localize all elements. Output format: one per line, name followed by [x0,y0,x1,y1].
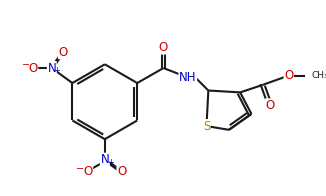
Text: −: − [22,60,30,70]
Text: −: − [76,164,84,174]
Text: N: N [47,62,56,74]
Text: +: + [53,66,60,75]
Text: N: N [100,153,109,166]
Text: O: O [159,41,168,54]
Text: +: + [107,158,114,167]
Text: NH: NH [179,71,197,84]
Text: O: O [28,62,38,74]
Text: O: O [117,165,126,178]
Text: O: O [83,165,93,178]
Text: CH₃: CH₃ [311,71,326,80]
Text: O: O [284,69,293,82]
Text: S: S [203,120,210,132]
Text: O: O [265,99,275,112]
Text: O: O [58,46,68,59]
